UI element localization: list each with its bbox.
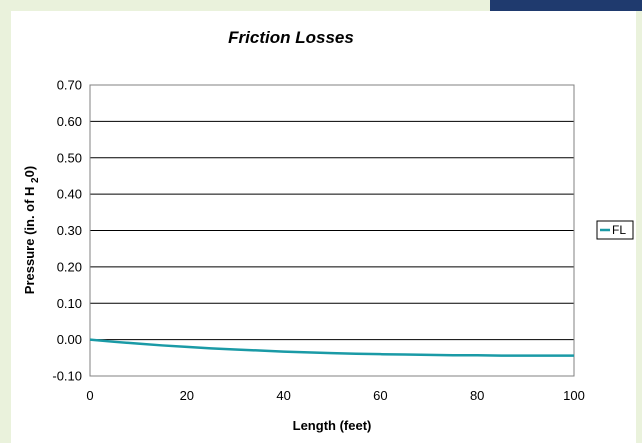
chart-panel: Friction Losses 0.70 0.60 0.50 0.40 0.30 0.20… <box>11 11 636 443</box>
y-tick-label: 0.50 <box>57 150 82 165</box>
x-axis-title: Length (feet) <box>293 418 372 433</box>
grid-lines <box>90 84 574 377</box>
x-tick-label: 80 <box>470 388 484 403</box>
y-tick-label: 0.30 <box>57 223 82 238</box>
y-tick-label: 0.10 <box>57 296 82 311</box>
x-tick-label: 60 <box>373 388 387 403</box>
chart-title: Friction Losses <box>228 28 354 47</box>
legend-box <box>596 220 634 240</box>
y-tick-labels: 0.70 0.60 0.50 0.40 0.30 0.20 0.10 0.00 -0.10 <box>52 78 82 384</box>
y-axis-title: Pressure (in. of H 20) <box>22 166 41 294</box>
chart-svg: Friction Losses 0.70 0.60 0.50 0.40 0.30 0.20… <box>22 28 634 433</box>
x-tick-label: 20 <box>180 388 194 403</box>
y-axis-title-subscript: 2 <box>30 177 41 183</box>
series-line-fl <box>89 338 574 357</box>
legend-label-fl: FL <box>612 223 626 237</box>
y-tick-label: 0.60 <box>57 114 82 129</box>
y-axis-title-end: 0) <box>22 166 37 178</box>
series-layer <box>89 338 574 357</box>
y-tick-label: -0.10 <box>52 369 82 384</box>
x-tick-label: 0 <box>86 388 93 403</box>
y-tick-label: 0.20 <box>57 259 82 274</box>
y-tick-label: 0.00 <box>57 332 82 347</box>
y-tick-label: 0.40 <box>57 187 82 202</box>
legend: FL <box>596 220 634 240</box>
corner-tab <box>490 0 642 11</box>
y-tick-label: 0.70 <box>57 78 82 93</box>
x-tick-labels: 0 20 40 60 80 100 <box>86 388 584 403</box>
plot-area-frame <box>89 84 575 377</box>
x-tick-label: 100 <box>563 388 585 403</box>
x-tick-label: 40 <box>276 388 290 403</box>
y-axis-title-main: Pressure (in. of H <box>22 183 37 294</box>
